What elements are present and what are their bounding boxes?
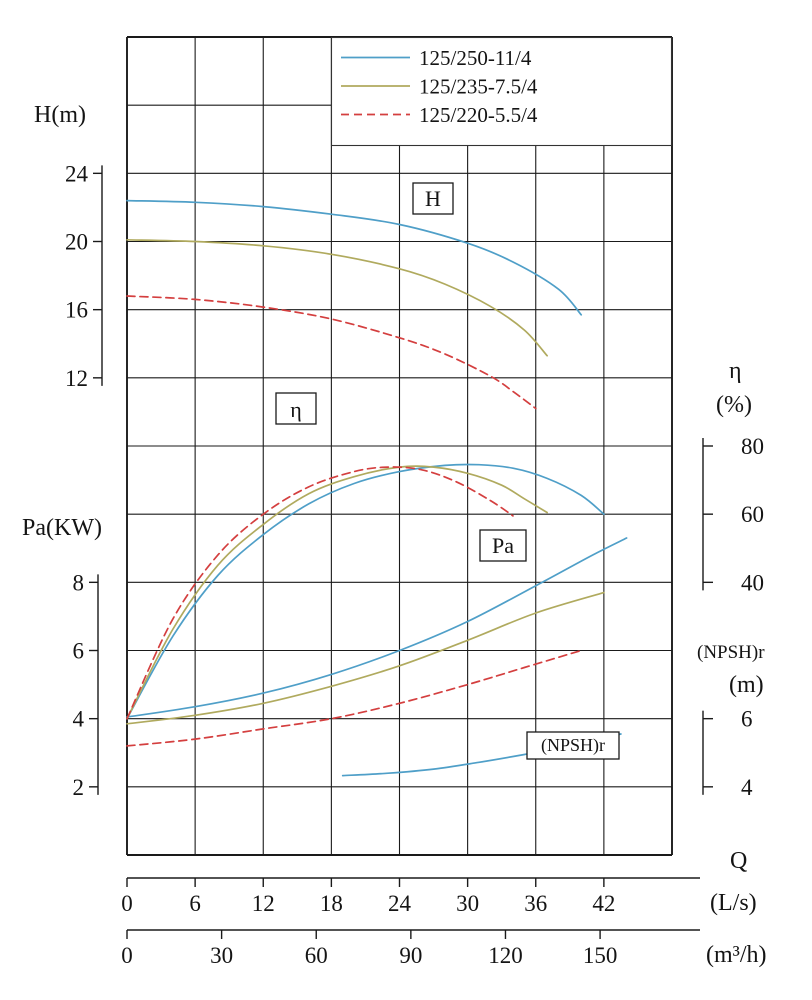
bottom-tick-label: 90 xyxy=(399,943,422,968)
npsh-label-box xyxy=(526,731,620,760)
q-m3h-unit: (m³/h) xyxy=(706,942,767,968)
tick-label: 4 xyxy=(73,707,85,732)
curve-H-125/250-11/4 xyxy=(126,199,583,316)
bottom-tick-label: 42 xyxy=(592,891,615,916)
curve-H-125/220-5.5/4 xyxy=(126,295,537,410)
legend: 125/250-11/4 125/235-7.5/4 125/220-5.5/4 xyxy=(330,36,673,147)
tick-label: 2 xyxy=(73,775,85,800)
h-label-text: H xyxy=(425,186,441,211)
curve-eta-125/250-11/4 xyxy=(126,463,605,720)
bottom-tick-label: 60 xyxy=(305,943,328,968)
eta-curve-label: η xyxy=(275,392,317,425)
eta-axis-unit: (%) xyxy=(716,392,752,418)
npsh-label-text: (NPSH)r xyxy=(541,735,605,756)
legend-entry-label: 125/250-11/4 xyxy=(419,46,532,70)
curve-Pa-125/220-5.5/4 xyxy=(126,649,583,747)
h-axis-title: H(m) xyxy=(34,102,86,128)
tick-label: 16 xyxy=(65,298,88,323)
curve-eta-125/220-5.5/4 xyxy=(126,466,514,720)
h-label-box xyxy=(412,182,454,215)
bottom-tick-label: 150 xyxy=(583,943,618,968)
eta-label-box xyxy=(275,392,317,425)
grid xyxy=(126,36,673,856)
bottom-tick-label: 36 xyxy=(524,891,547,916)
npsh-axis-title: (NPSH)r xyxy=(697,642,765,663)
curves xyxy=(126,199,628,777)
tick-label: 6 xyxy=(73,639,85,664)
tick-label: 4 xyxy=(741,775,753,800)
tick-label: 6 xyxy=(741,707,753,732)
tick-label: 40 xyxy=(741,570,764,595)
curve-Pa-125/250-11/4 xyxy=(126,537,628,718)
legend-box xyxy=(330,36,673,147)
bottom-tick-label: 0 xyxy=(121,943,133,968)
q-ls-unit: (L/s) xyxy=(710,890,757,916)
curve-Pa-125/235-7.5/4 xyxy=(126,591,605,725)
npsh-axis-unit: (m) xyxy=(729,672,764,698)
npsh-curve-label: (NPSH)r xyxy=(526,731,620,760)
tick-label: 8 xyxy=(73,570,85,595)
pa-label-text: Pa xyxy=(492,533,514,558)
tick-label: 80 xyxy=(741,434,764,459)
bottom-tick-label: 12 xyxy=(252,891,275,916)
curve-eta-125/235-7.5/4 xyxy=(126,465,548,720)
bottom-tick-label: 30 xyxy=(210,943,233,968)
bottom-tick-label: 18 xyxy=(320,891,343,916)
bottom-tick-label: 30 xyxy=(456,891,479,916)
pa-axis-title: Pa(KW) xyxy=(22,515,102,541)
pa-label-box xyxy=(479,529,527,562)
eta-axis-title: η xyxy=(729,358,742,384)
curve-H-125/235-7.5/4 xyxy=(126,238,548,357)
tick-label: 20 xyxy=(65,230,88,255)
legend-entry-label: 125/220-5.5/4 xyxy=(419,103,538,127)
bottom-tick-label: 24 xyxy=(388,891,412,916)
tick-label: 24 xyxy=(65,161,89,186)
q-axis-title: Q xyxy=(730,848,747,874)
bottom-tick-label: 6 xyxy=(189,891,201,916)
tick-label: 12 xyxy=(65,366,88,391)
h-curve-label: H xyxy=(412,182,454,215)
tick-label: 60 xyxy=(741,502,764,527)
legend-entry-label: 125/235-7.5/4 xyxy=(419,75,538,99)
bottom-tick-label: 120 xyxy=(488,943,523,968)
bottom-tick-label: 0 xyxy=(121,891,133,916)
pa-curve-label: Pa xyxy=(479,529,527,562)
eta-label-text: η xyxy=(290,397,302,422)
